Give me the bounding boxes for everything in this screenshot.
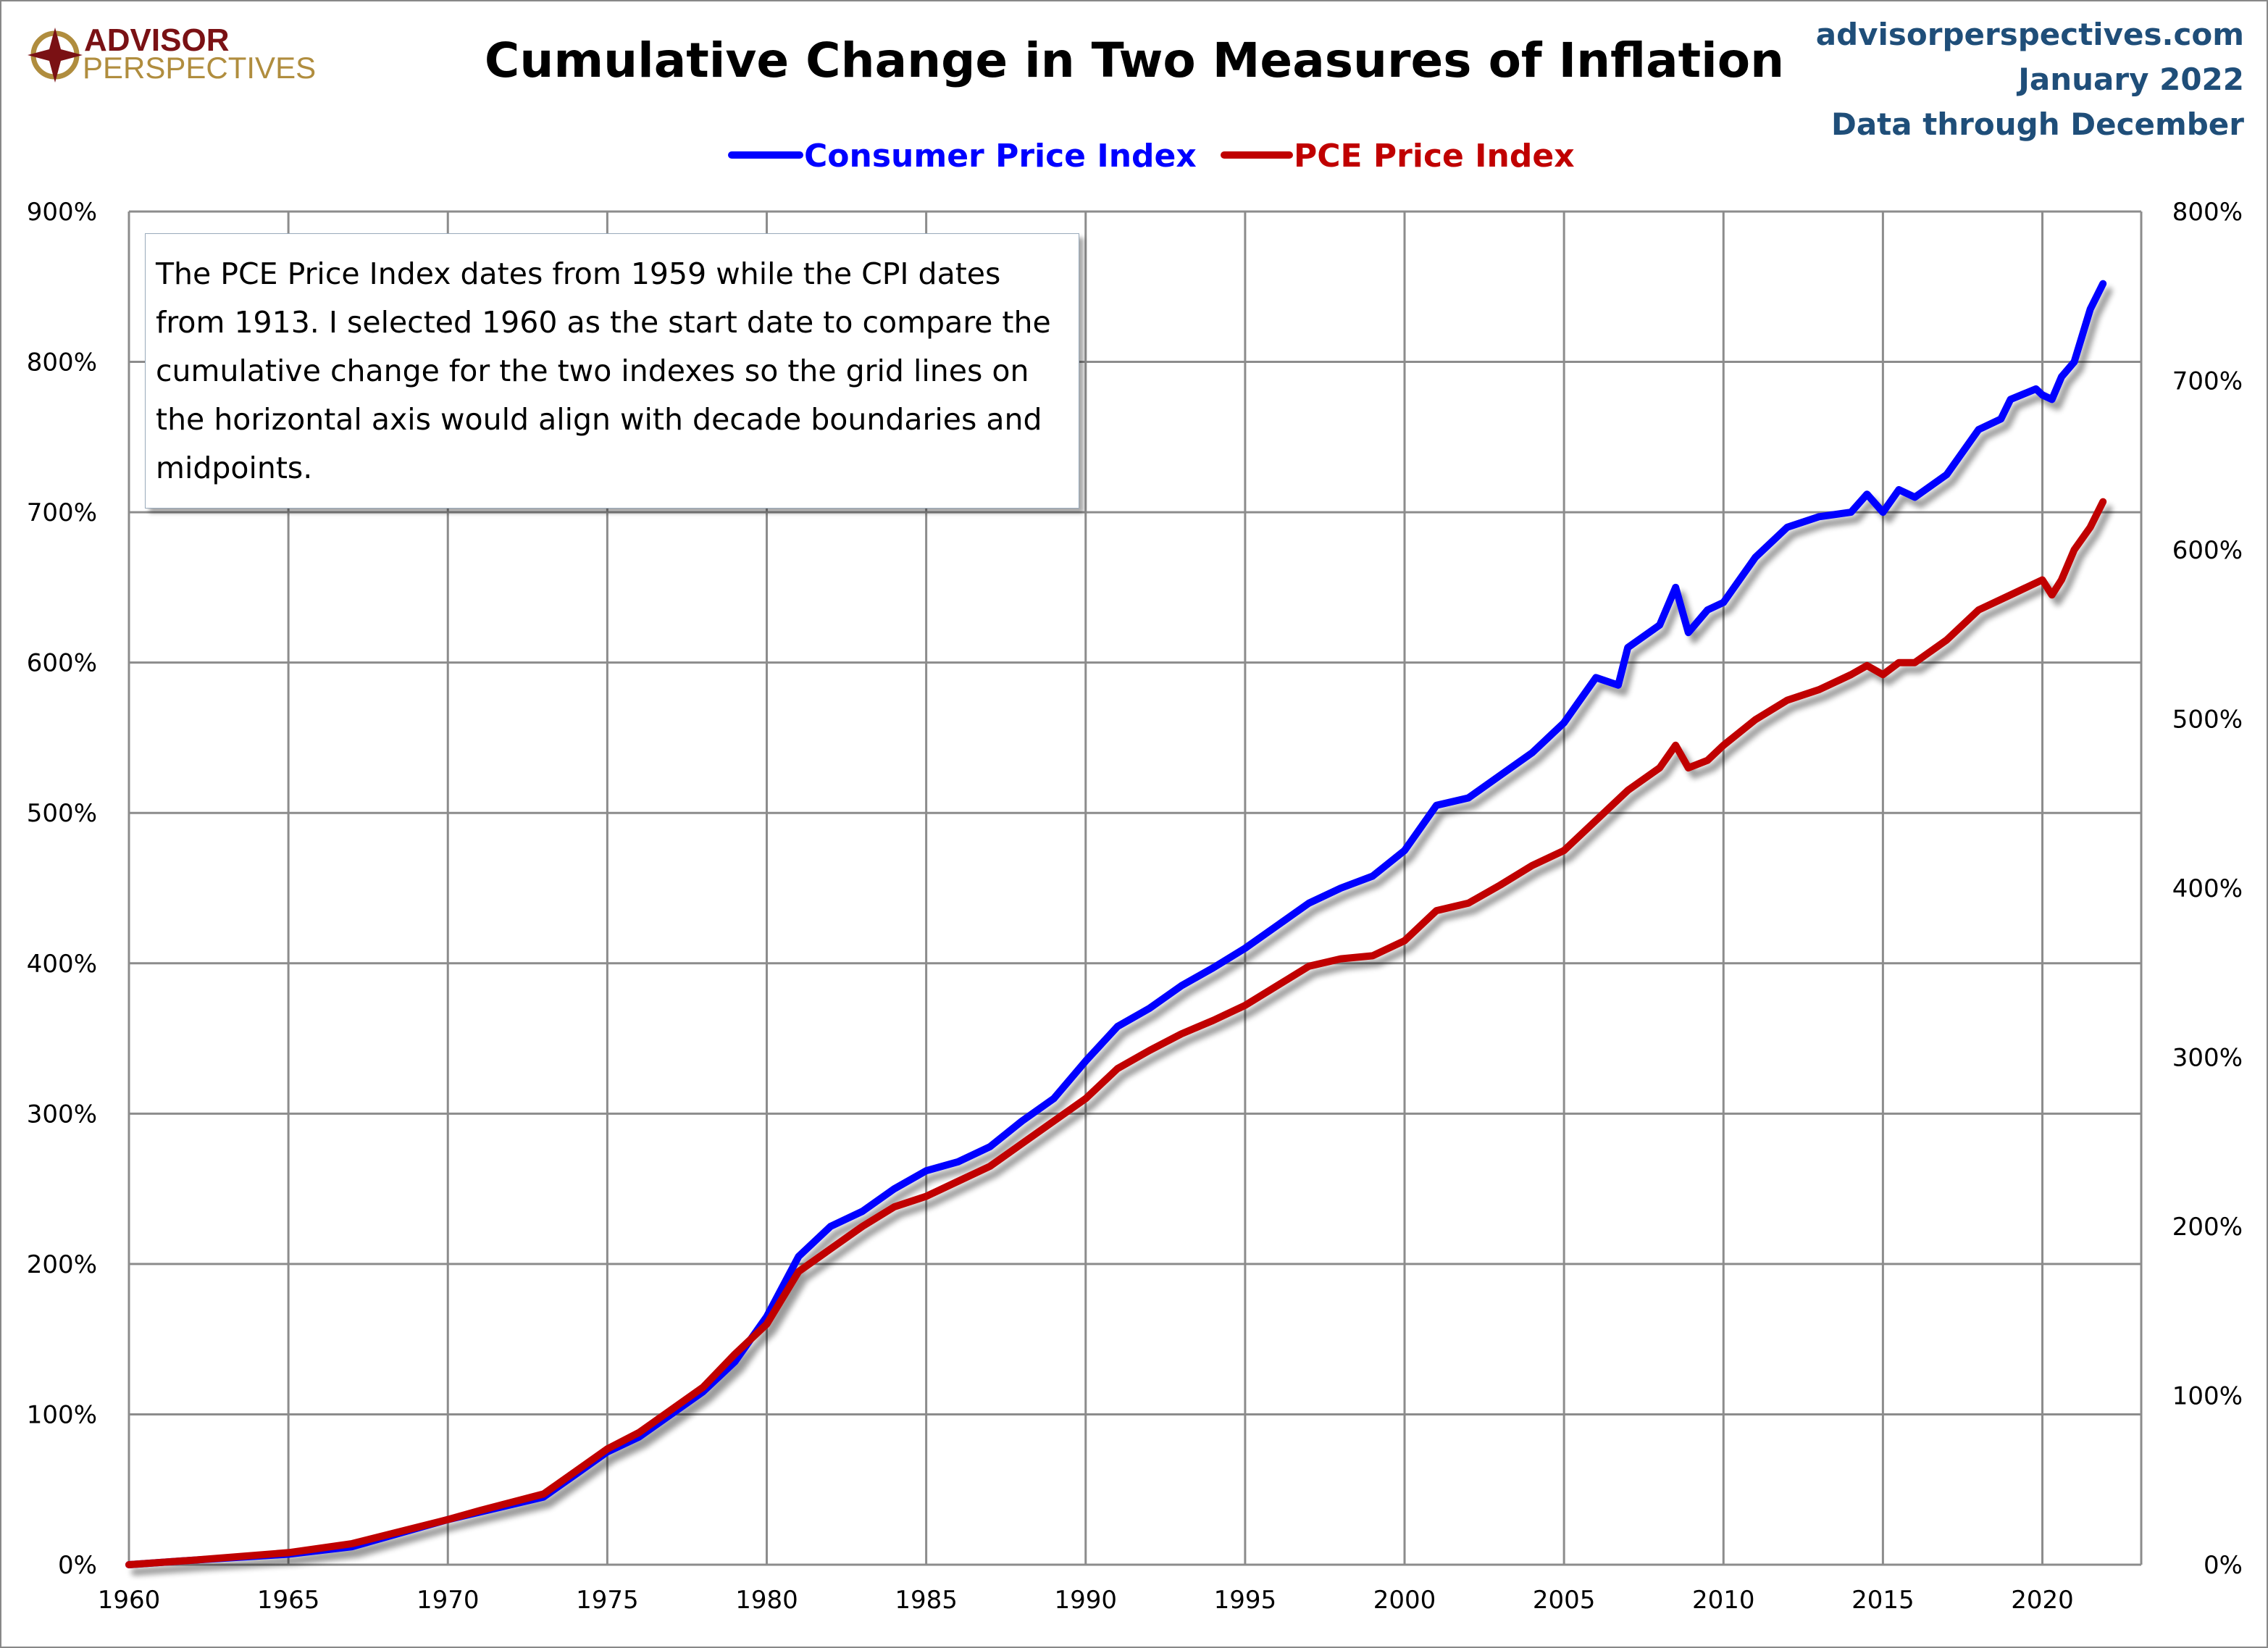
gridlines: [127, 210, 2141, 1566]
legend-label-pce: PCE Price Index: [1294, 138, 1575, 175]
x-tick-label: 1980: [735, 1586, 798, 1615]
axes: 0% 100% 200% 300% 400% 500% 600% 700% 800% 900% 0%…: [27, 198, 2243, 1615]
y2-tick-label: 300%: [2172, 1044, 2243, 1073]
y-tick-label: 700%: [27, 498, 97, 527]
compass-star-icon: [28, 28, 83, 83]
x-tick-label: 2020: [2011, 1586, 2074, 1615]
x-tick-label: 1995: [1214, 1586, 1277, 1615]
series-lines: [125, 280, 2107, 1568]
y2-tick-label: 500%: [2172, 706, 2243, 735]
y-tick-label: 0%: [58, 1551, 97, 1580]
y2-tick-label: 200%: [2172, 1213, 2243, 1242]
x-tick-label: 1975: [576, 1586, 639, 1615]
y2-tick-label: 400%: [2172, 874, 2243, 903]
pce-series-line: [125, 498, 2107, 1568]
advisor-perspectives-logo: ADVISOR PERSPECTIVES: [28, 22, 316, 85]
y-tick-label: 100%: [27, 1400, 97, 1429]
x-tick-label: 2000: [1373, 1586, 1436, 1615]
chart-title: Cumulative Change in Two Measures of Inf…: [485, 33, 1784, 88]
publish-date: January 2022: [2016, 62, 2244, 97]
y-tick-label: 300%: [27, 1100, 97, 1129]
y2-tick-label: 700%: [2172, 367, 2243, 396]
y-tick-label: 600%: [27, 649, 97, 678]
y2-tick-label: 800%: [2172, 198, 2243, 227]
y-tick-label: 500%: [27, 799, 97, 828]
x-tick-label: 1985: [895, 1586, 958, 1615]
y-tick-label: 400%: [27, 950, 97, 979]
legend-label-cpi: Consumer Price Index: [804, 138, 1197, 175]
legend: Consumer Price Index PCE Price Index: [728, 138, 1575, 175]
logo-line2: PERSPECTIVES: [83, 51, 316, 85]
x-tick-label: 1970: [417, 1586, 480, 1615]
x-tick-label: 1960: [98, 1586, 161, 1615]
y2-tick-label: 0%: [2204, 1551, 2243, 1580]
y2-tick-label: 100%: [2172, 1382, 2243, 1411]
y-tick-label: 800%: [27, 348, 97, 377]
site-name: advisorperspectives.com: [1816, 17, 2244, 52]
y-tick-label: 900%: [27, 198, 97, 227]
x-tick-label: 2005: [1533, 1586, 1596, 1615]
x-tick-label: 1990: [1054, 1586, 1117, 1615]
y-tick-label: 200%: [27, 1250, 97, 1279]
logo-line1: ADVISOR: [84, 22, 229, 58]
annotation-box: The PCE Price Index dates from 1959 whil…: [145, 233, 1079, 509]
x-tick-label: 2015: [1851, 1586, 1915, 1615]
data-through: Data through December: [1831, 106, 2244, 142]
x-tick-label: 2010: [1692, 1586, 1755, 1615]
y2-tick-label: 600%: [2172, 536, 2243, 565]
cpi-series-line: [125, 280, 2107, 1568]
x-tick-label: 1965: [257, 1586, 320, 1615]
